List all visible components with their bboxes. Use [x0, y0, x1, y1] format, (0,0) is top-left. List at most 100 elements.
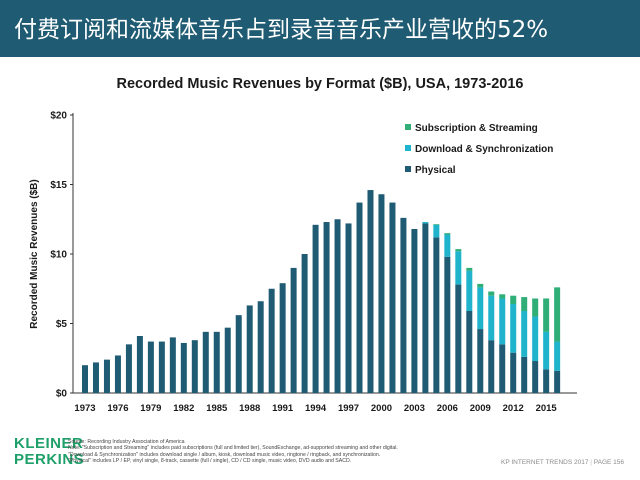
logo-line-2: PERKINS: [14, 451, 85, 468]
bar-download-synchronization: [477, 287, 484, 330]
bar-physical: [290, 267, 297, 393]
bar-physical: [323, 222, 330, 393]
bar-download-synchronization: [466, 270, 473, 311]
source-notes: Source: Recording Industry Association o…: [68, 439, 488, 465]
bar-subscription-streaming: [499, 294, 506, 299]
page-number: PAGE 156: [593, 459, 624, 466]
bar-physical: [257, 301, 264, 393]
report-name: KP INTERNET TRENDS 2017: [501, 459, 589, 466]
bar-physical: [521, 356, 528, 393]
bar-physical: [202, 331, 209, 393]
bar-physical: [114, 355, 121, 393]
bar-physical: [477, 329, 484, 393]
bar-subscription-streaming: [554, 287, 561, 342]
x-tick-label: 1976: [107, 403, 128, 414]
x-tick-label: 1973: [74, 403, 95, 414]
bar-physical: [125, 344, 132, 393]
bar-subscription-streaming: [510, 295, 517, 305]
bar-download-synchronization: [532, 316, 539, 362]
note-line: "Download & Synchronization" includes do…: [68, 451, 381, 458]
x-tick-label: 2000: [371, 403, 392, 414]
legend-label: Subscription & Streaming: [415, 123, 538, 134]
bar-download-synchronization: [488, 295, 495, 341]
chart-title: Recorded Music Revenues by Format ($B), …: [116, 76, 524, 92]
bar-subscription-streaming: [433, 224, 440, 225]
bar-physical: [499, 344, 506, 393]
bar-physical: [334, 219, 341, 393]
bar-download-synchronization: [455, 251, 462, 285]
bar-physical: [213, 331, 220, 393]
bar-physical: [554, 370, 561, 393]
bar-physical: [169, 337, 176, 393]
kleiner-perkins-logo: KLEINER PERKINS: [14, 436, 84, 468]
bar-physical: [356, 202, 363, 393]
bar-physical: [82, 365, 88, 393]
bar-physical: [411, 228, 418, 393]
bar-subscription-streaming: [444, 233, 451, 235]
bar-physical: [367, 190, 374, 393]
x-tick-label: 2015: [536, 403, 558, 414]
y-tick-label: $10: [50, 250, 67, 261]
bar-physical: [312, 224, 319, 393]
bar-subscription-streaming: [466, 267, 473, 271]
bar-physical: [301, 254, 308, 393]
bar-physical: [543, 369, 550, 393]
bar-download-synchronization: [521, 310, 528, 357]
bar-physical: [279, 283, 286, 393]
note-line: "Physical" includes LP / EP, vinyl singl…: [68, 458, 352, 465]
note-line: Note: "Subscription and Streaming" inclu…: [68, 445, 398, 452]
bar-physical: [510, 352, 517, 393]
x-tick-label: 1985: [206, 403, 228, 414]
bar-physical: [268, 288, 275, 393]
bar-physical: [158, 341, 165, 393]
x-tick-label: 2006: [437, 403, 458, 414]
x-tick-label: 2009: [470, 403, 491, 414]
bar-physical: [488, 340, 495, 393]
bar-subscription-streaming: [488, 291, 495, 296]
report-footer: KP INTERNET TRENDS 2017 | PAGE 156: [501, 459, 624, 466]
bar-physical: [422, 223, 429, 393]
bar-subscription-streaming: [455, 249, 462, 252]
bar-physical: [455, 284, 462, 393]
bar-physical: [103, 359, 110, 393]
legend-swatch: [405, 124, 411, 130]
y-axis-label: Recorded Music Revenues ($B): [29, 179, 40, 329]
bar-physical: [246, 305, 253, 393]
bar-subscription-streaming: [532, 298, 539, 317]
bar-download-synchronization: [510, 304, 517, 353]
bar-physical: [235, 315, 242, 393]
bar-physical: [433, 237, 440, 393]
bar-download-synchronization: [422, 222, 429, 224]
bar-subscription-streaming: [521, 297, 528, 311]
legend-label: Physical: [415, 165, 456, 176]
bar-physical: [92, 362, 99, 393]
bar-physical: [400, 217, 407, 393]
x-tick-label: 2003: [404, 403, 425, 414]
bar-subscription-streaming: [543, 298, 550, 332]
x-tick-label: 1991: [272, 403, 294, 414]
note-line: Source: Recording Industry Association o…: [68, 439, 185, 445]
footer-divider: |: [590, 459, 592, 466]
y-tick-label: $0: [56, 389, 68, 400]
page-title: 付费订阅和流媒体音乐占到录音音乐产业营收的52%: [14, 17, 549, 43]
y-tick-label: $20: [50, 111, 67, 122]
title-banner: 付费订阅和流媒体音乐占到录音音乐产业营收的52%: [0, 0, 640, 57]
bar-physical: [532, 361, 539, 393]
bar-physical: [466, 310, 473, 393]
legend-label: Download & Synchronization: [415, 144, 553, 155]
x-tick-label: 1988: [239, 403, 260, 414]
bar-physical: [147, 341, 154, 393]
bar-physical: [191, 340, 198, 393]
x-tick-label: 2012: [503, 403, 524, 414]
bar-download-synchronization: [499, 298, 506, 345]
bar-physical: [345, 223, 352, 393]
bar-download-synchronization: [543, 331, 550, 370]
x-tick-label: 1979: [140, 403, 161, 414]
bar-physical: [224, 327, 231, 393]
logo-line-1: KLEINER: [14, 435, 84, 452]
bar-physical: [378, 194, 385, 393]
legend-swatch: [405, 166, 411, 172]
bar-physical: [136, 336, 143, 393]
y-tick-label: $5: [56, 319, 68, 330]
